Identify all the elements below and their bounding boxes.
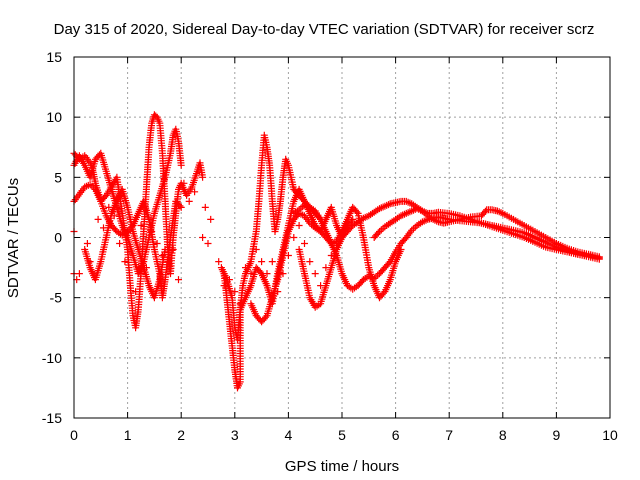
data-point: [153, 240, 161, 247]
x-tick-label: 4: [285, 427, 293, 443]
y-tick-label: -15: [42, 410, 62, 426]
y-tick-labels: -15 -10 -5 0 5 10 15: [42, 49, 62, 426]
data-point: [274, 288, 282, 296]
data-point: [191, 188, 199, 196]
data-point: [377, 226, 385, 234]
data-point: [204, 240, 212, 247]
data-point: [100, 224, 107, 232]
data-point: [242, 264, 249, 272]
y-tick-label: 0: [54, 230, 62, 246]
data-point: [86, 258, 94, 266]
data-point: [311, 270, 319, 278]
x-tick-label: 7: [445, 427, 453, 443]
data-point: [322, 264, 330, 272]
data-point: [370, 274, 378, 282]
data-point: [132, 288, 140, 296]
x-tick-labels: 0 1 2 3 4 5 6 7 8 9 10: [70, 427, 618, 443]
chart-title: Day 315 of 2020, Sidereal Day-to-day VTE…: [54, 21, 595, 38]
data-point: [83, 240, 91, 247]
data-point: [397, 212, 405, 220]
data-point: [126, 215, 134, 223]
data-point: [148, 228, 156, 235]
y-tick-label: -5: [50, 290, 63, 306]
x-tick-label: 9: [553, 427, 561, 443]
data-point: [176, 202, 184, 210]
y-tick-label: -10: [42, 350, 62, 366]
data-point: [247, 270, 255, 278]
data-point: [180, 179, 188, 187]
data-point: [380, 289, 387, 297]
data-point: [262, 313, 270, 321]
data-point: [410, 225, 417, 233]
data-point: [158, 252, 166, 259]
data-point: [284, 252, 292, 259]
y-tick-label: 5: [54, 169, 62, 185]
x-tick-label: 6: [392, 427, 400, 443]
x-tick-label: 5: [338, 427, 346, 443]
data-point: [142, 264, 150, 272]
data-point: [333, 240, 341, 247]
data-point: [225, 276, 233, 284]
data-point: [116, 240, 124, 247]
x-tick-label: 8: [499, 427, 507, 443]
data-point: [353, 208, 361, 216]
data-point: [231, 288, 239, 296]
data-point: [90, 184, 98, 192]
x-axis-label: GPS time / hours: [285, 458, 399, 475]
data-point: [137, 222, 145, 229]
data-point: [177, 203, 185, 211]
data-point: [110, 212, 118, 220]
y-axis-label: SDTVAR / TECUs: [5, 178, 22, 298]
y-tick-label: 10: [46, 109, 62, 125]
data-point: [164, 258, 172, 266]
data-point: [236, 300, 244, 308]
data-point: [175, 276, 182, 284]
data-point: [161, 246, 169, 253]
x-tick-label: 1: [124, 427, 132, 443]
data-points: [70, 111, 603, 392]
data-point: [481, 207, 489, 215]
data-point: [595, 253, 603, 261]
data-point: [169, 246, 177, 253]
data-point: [317, 282, 325, 290]
data-point: [199, 173, 207, 181]
data-point: [385, 201, 392, 209]
data-point: [207, 215, 215, 223]
data-point: [301, 240, 308, 247]
y-tick-label: 15: [46, 49, 62, 65]
data-point: [105, 203, 113, 211]
data-point: [258, 258, 266, 266]
x-tick-label: 0: [70, 427, 78, 443]
data-point: [263, 270, 271, 278]
data-point: [199, 234, 207, 241]
data-point: [268, 258, 276, 266]
data-point: [215, 258, 223, 266]
data-point: [75, 270, 83, 278]
data-point: [327, 252, 335, 259]
x-tick-label: 2: [177, 427, 185, 443]
data-point: [374, 229, 382, 237]
data-point: [185, 197, 193, 205]
data-point: [177, 161, 185, 169]
data-point: [290, 234, 298, 241]
data-point: [201, 203, 209, 211]
data-point: [252, 246, 260, 253]
data-point: [121, 258, 129, 266]
x-tick-label: 10: [602, 427, 618, 443]
plot-frame: [73, 56, 611, 419]
data-point: [220, 282, 228, 290]
data-point: [279, 270, 287, 278]
data-point: [306, 258, 314, 266]
x-tick-label: 3: [231, 427, 239, 443]
data-point: [94, 215, 102, 223]
data-point: [295, 222, 303, 229]
